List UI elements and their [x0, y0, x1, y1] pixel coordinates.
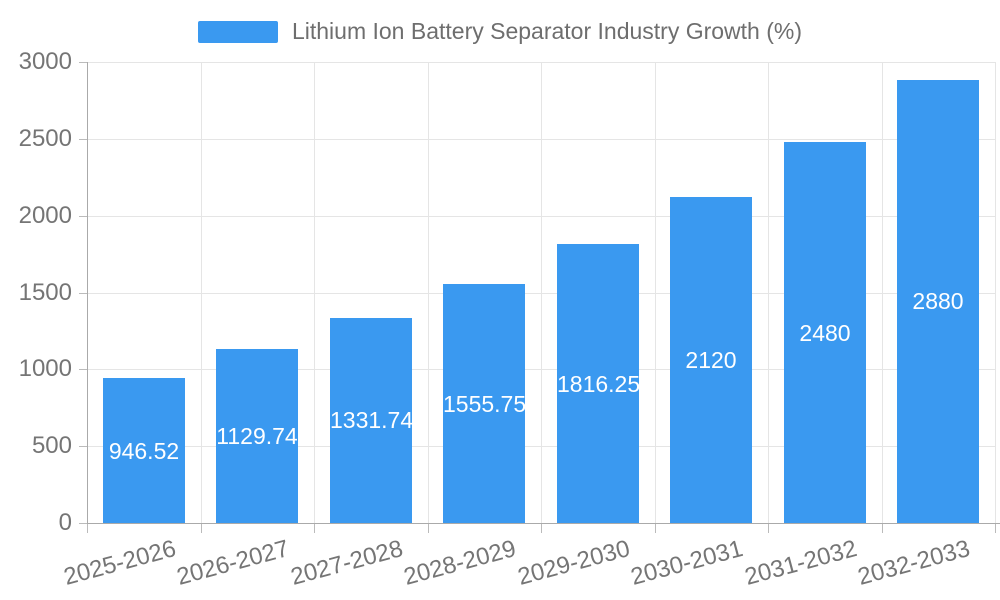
- x-axis-tick: [541, 524, 542, 533]
- bar-value-label: 946.52: [108, 438, 180, 464]
- y-axis-tick-label: 1000: [18, 355, 72, 382]
- x-axis-category-label: 2026-2027: [174, 535, 293, 591]
- x-axis-category-label: 2030-2031: [628, 535, 747, 591]
- legend[interactable]: Lithium Ion Battery Separator Industry G…: [0, 18, 1000, 45]
- gridline-vertical: [201, 62, 202, 523]
- y-axis-tick-label: 2000: [18, 202, 72, 229]
- y-axis-line: [87, 62, 88, 523]
- y-axis-tick: [79, 293, 87, 294]
- bar[interactable]: 1816.25: [557, 244, 641, 523]
- x-axis-category-label: 2029-2030: [514, 535, 633, 591]
- legend-swatch: [197, 20, 278, 43]
- bar[interactable]: 2120: [670, 197, 752, 523]
- bar[interactable]: 1555.75: [443, 284, 527, 523]
- x-axis-category-label: 2025-2026: [60, 535, 179, 591]
- bar-value-label: 1331.74: [330, 407, 414, 433]
- y-axis-tick-label: 2500: [18, 125, 72, 152]
- bar-value-label: 2880: [912, 288, 964, 314]
- x-axis-tick: [428, 524, 429, 533]
- x-axis-category-label: 2027-2028: [287, 535, 406, 591]
- y-axis-tick: [79, 369, 87, 370]
- y-axis-tick: [79, 216, 87, 217]
- bar[interactable]: 2480: [784, 142, 866, 523]
- gridline-vertical: [995, 62, 996, 523]
- x-axis-tick: [655, 524, 656, 533]
- gridline-vertical: [882, 62, 883, 523]
- y-axis-tick: [79, 523, 87, 524]
- gridline-vertical: [655, 62, 656, 523]
- bar[interactable]: 1129.74: [216, 349, 298, 523]
- x-axis-tick: [995, 524, 996, 533]
- x-axis-tick: [87, 524, 88, 533]
- y-axis-tick-label: 3000: [18, 48, 72, 75]
- y-axis-tick-label: 1500: [18, 279, 72, 306]
- gridline-vertical: [541, 62, 542, 523]
- x-axis-category-label: 2031-2032: [741, 535, 860, 591]
- y-axis-tick: [79, 446, 87, 447]
- bar[interactable]: 1331.74: [330, 318, 414, 523]
- x-axis-tick: [314, 524, 315, 533]
- x-axis-line: [87, 523, 1000, 524]
- bar-value-label: 2480: [799, 320, 851, 346]
- bar-value-label: 1129.74: [216, 423, 298, 449]
- bar[interactable]: 2880: [897, 80, 979, 523]
- gridline-vertical: [768, 62, 769, 523]
- x-axis-tick: [882, 524, 883, 533]
- bar-value-label: 1816.25: [557, 371, 641, 397]
- x-axis-category-label: 2032-2033: [855, 535, 974, 591]
- y-axis-tick-label: 500: [31, 432, 72, 459]
- gridline-vertical: [314, 62, 315, 523]
- x-axis-category-label: 2028-2029: [401, 535, 520, 591]
- y-axis-tick: [79, 62, 87, 63]
- x-axis-tick: [201, 524, 202, 533]
- y-axis-tick-label: 0: [58, 509, 72, 536]
- bar[interactable]: 946.52: [103, 378, 185, 523]
- bar-value-label: 2120: [685, 347, 737, 373]
- bar-value-label: 1555.75: [443, 391, 527, 417]
- gridline-vertical: [428, 62, 429, 523]
- legend-label: Lithium Ion Battery Separator Industry G…: [291, 18, 803, 44]
- x-axis-tick: [768, 524, 769, 533]
- y-axis-tick: [79, 139, 87, 140]
